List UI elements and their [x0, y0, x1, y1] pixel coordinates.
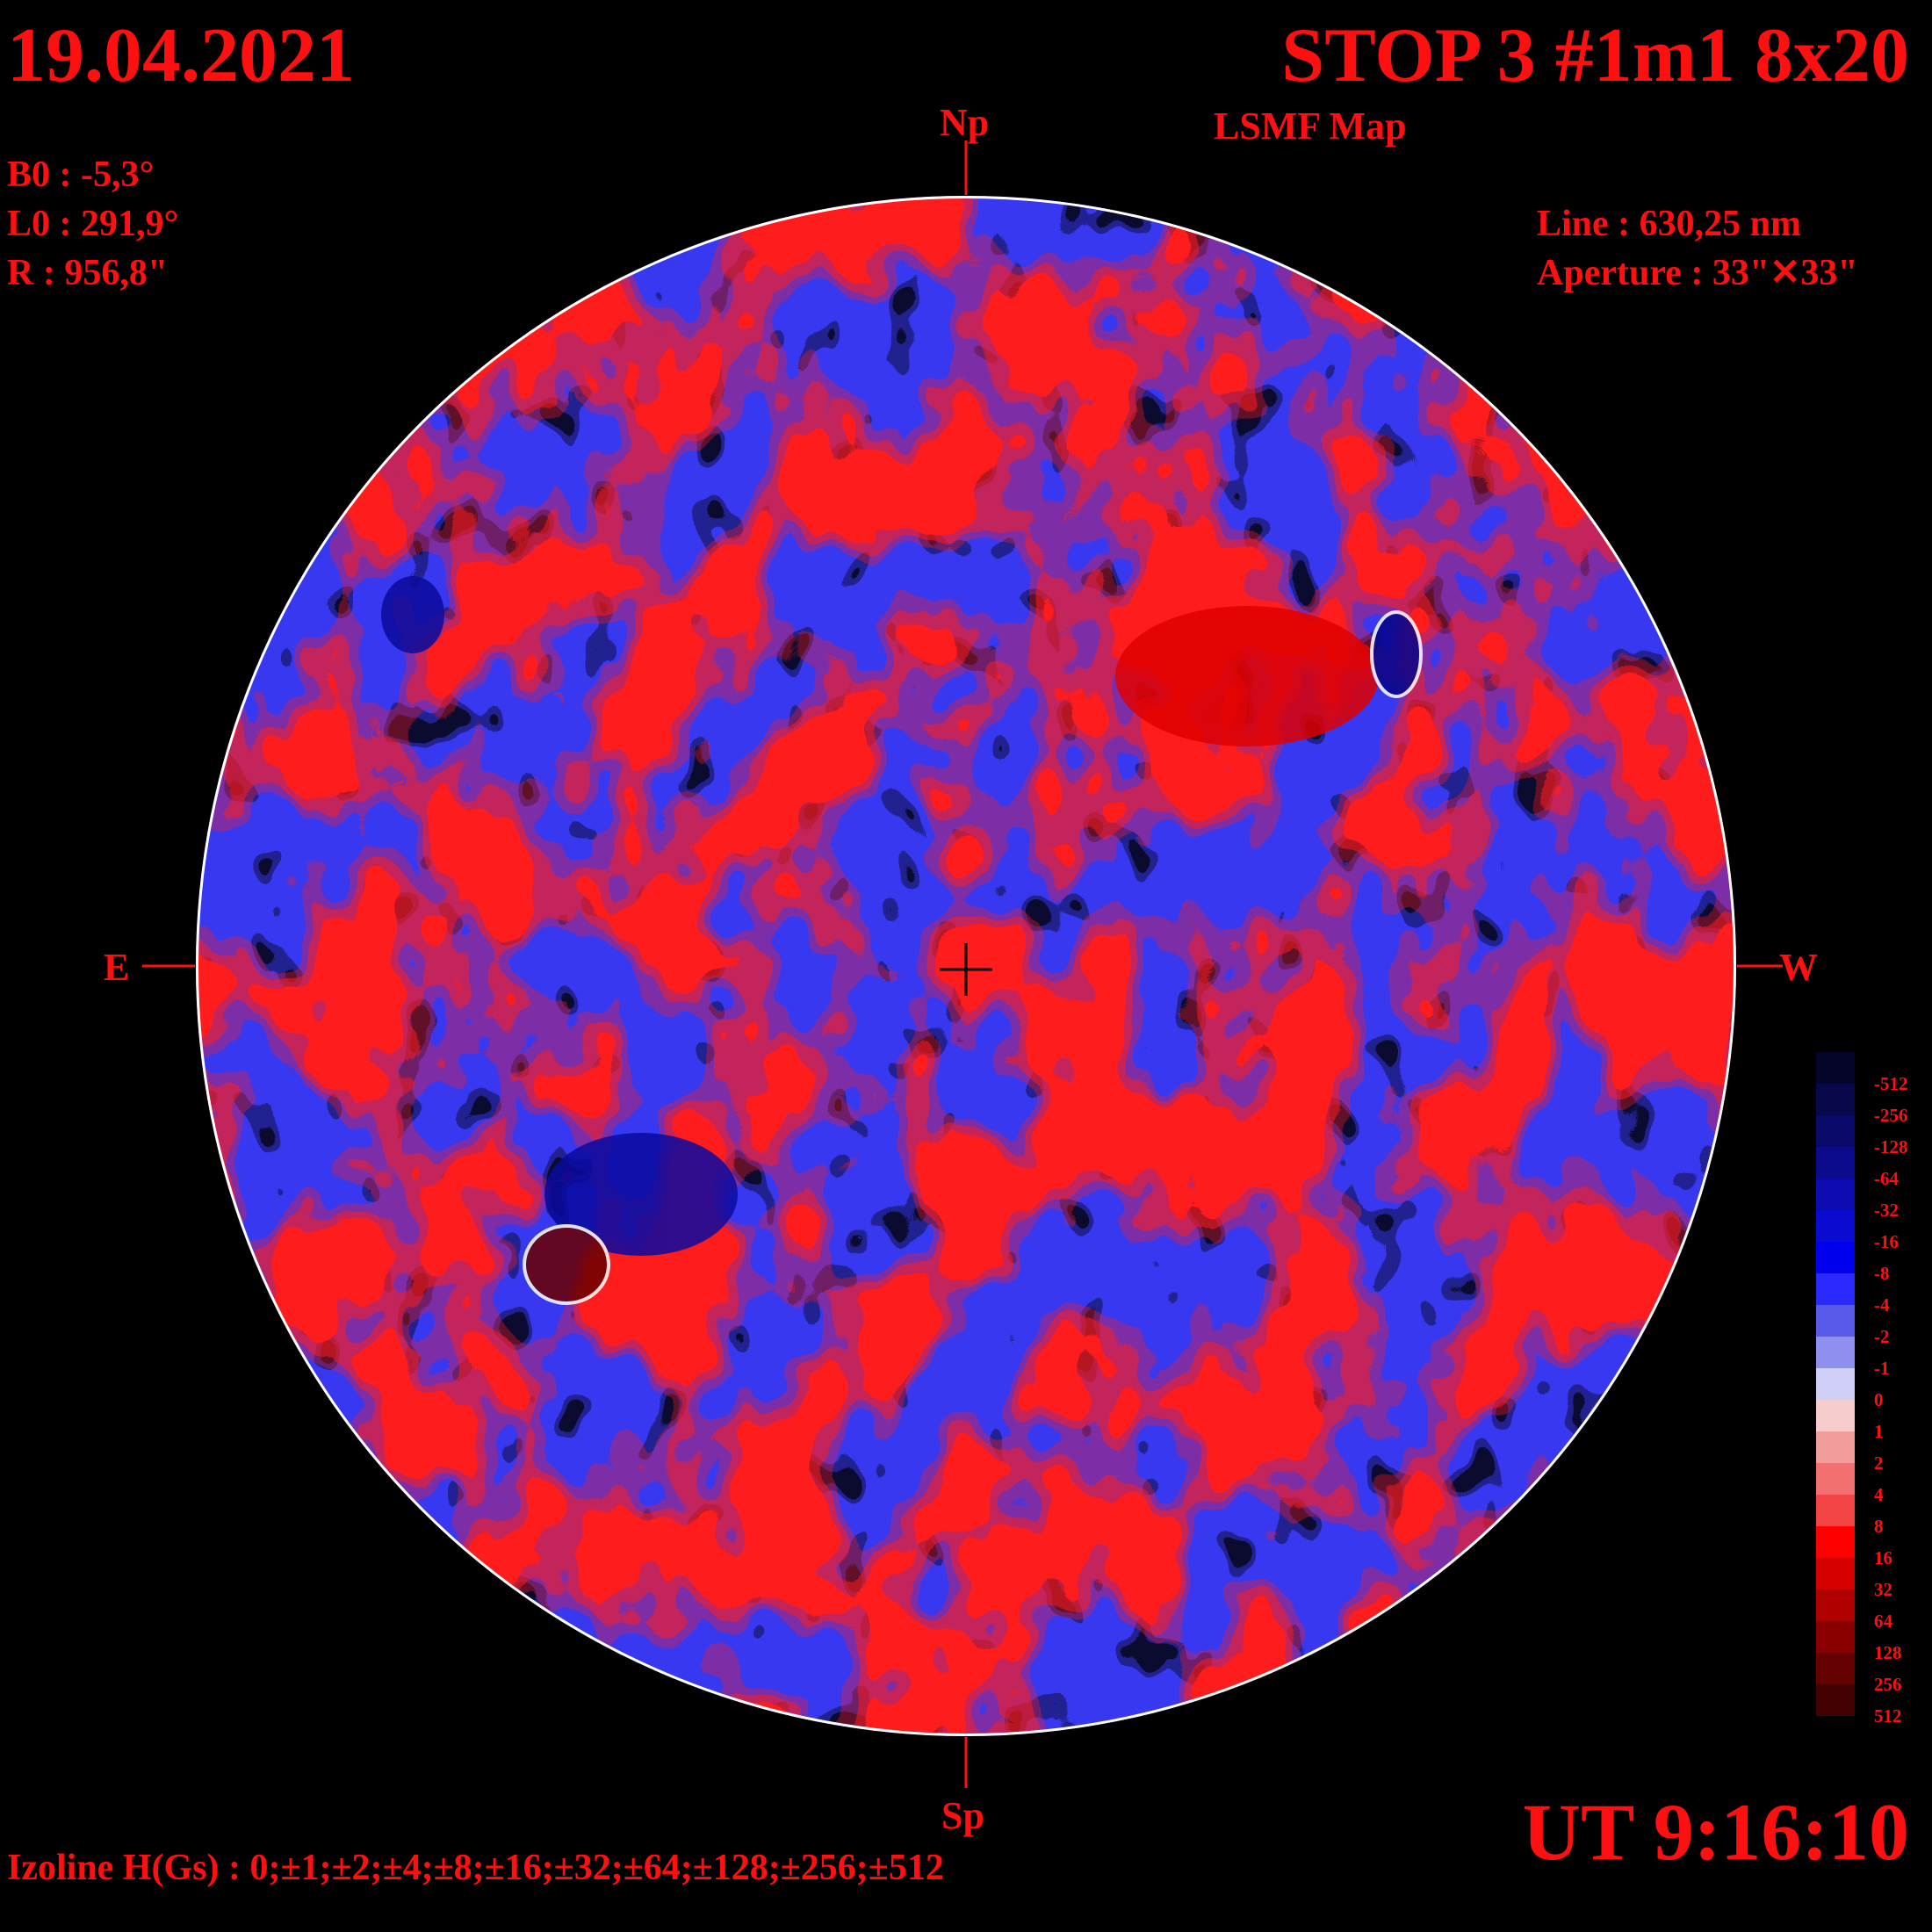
page-title: STOP 3 #1m1 8x20 [1281, 13, 1909, 98]
legend-label: 128 [1874, 1642, 1902, 1663]
legend-label: 1 [1874, 1421, 1884, 1442]
legend-label: 0 [1874, 1389, 1884, 1410]
legend-swatch [1816, 1305, 1855, 1337]
legend-label: 256 [1874, 1674, 1902, 1695]
legend-swatch [1816, 1590, 1855, 1621]
legend-label: 32 [1874, 1579, 1892, 1600]
legend-label: 4 [1874, 1484, 1884, 1505]
legend-swatch [1816, 1684, 1855, 1716]
legend-swatch [1816, 1621, 1855, 1653]
legend-label: -32 [1874, 1200, 1899, 1221]
west-label: W [1779, 946, 1818, 989]
legend-label: 512 [1874, 1705, 1902, 1727]
legend-label: 16 [1874, 1547, 1892, 1568]
center-crosshair [940, 943, 992, 996]
spectral-line: Line : 630,25 nm [1537, 204, 1802, 244]
isoline-levels: Izoline H(Gs) : 0;±1;±2;±4;±8;±16;±32;±6… [7, 1848, 944, 1888]
legend-swatch [1816, 1084, 1855, 1115]
legend-swatch [1816, 1337, 1855, 1368]
legend-swatch [1816, 1400, 1855, 1431]
legend-label: -16 [1874, 1231, 1899, 1252]
param-l0: L0 : 291,9° [7, 204, 179, 244]
active-region-negative [381, 576, 444, 653]
aperture-size: Aperture : 33"✕33" [1537, 253, 1858, 293]
east-label: E [104, 946, 130, 989]
legend-label: -256 [1874, 1105, 1908, 1126]
legend-swatch [1816, 1495, 1855, 1526]
color-scale-legend: -512 -256 -128 -64 -32 -16 -8 -4 -2 -1 0 1 2 4 8 16 32 64… [1816, 1052, 1918, 1756]
active-region-positive [1115, 606, 1379, 746]
active-region-negative [1370, 610, 1423, 698]
map-subtitle: LSMF Map [1214, 105, 1407, 148]
legend-swatch [1816, 1431, 1855, 1463]
legend-swatch [1816, 1179, 1855, 1210]
legend-label: -512 [1874, 1073, 1908, 1094]
active-region-negative [544, 1133, 738, 1256]
legend-swatch [1816, 1242, 1855, 1273]
legend-label: 64 [1874, 1611, 1892, 1632]
active-region-positive [523, 1224, 610, 1305]
legend-swatch [1816, 1147, 1855, 1179]
legend-label: -64 [1874, 1168, 1899, 1189]
legend-swatch [1816, 1558, 1855, 1590]
param-b0: B0 : -5,3° [7, 155, 155, 195]
legend-label: 8 [1874, 1516, 1884, 1537]
legend-swatch [1816, 1052, 1855, 1084]
legend-swatch [1816, 1463, 1855, 1495]
legend-swatch [1816, 1653, 1855, 1684]
legend-swatch [1816, 1368, 1855, 1400]
legend-swatch [1816, 1526, 1855, 1558]
legend-label: -128 [1874, 1136, 1908, 1157]
north-pole-label: Np [940, 101, 990, 144]
observation-date: 19.04.2021 [7, 13, 355, 98]
legend-label: 2 [1874, 1453, 1884, 1474]
universal-time: UT 9:16:10 [1522, 1787, 1909, 1877]
legend-label: -4 [1874, 1294, 1890, 1316]
param-radius: R : 956,8" [7, 253, 169, 293]
south-pole-label: Sp [941, 1794, 984, 1837]
legend-swatch [1816, 1273, 1855, 1305]
legend-label: -2 [1874, 1326, 1890, 1347]
legend-label: -8 [1874, 1263, 1890, 1284]
disk-axes [142, 141, 1783, 1788]
legend-swatch [1816, 1115, 1855, 1147]
legend-label: -1 [1874, 1358, 1890, 1379]
legend-swatch [1816, 1210, 1855, 1242]
